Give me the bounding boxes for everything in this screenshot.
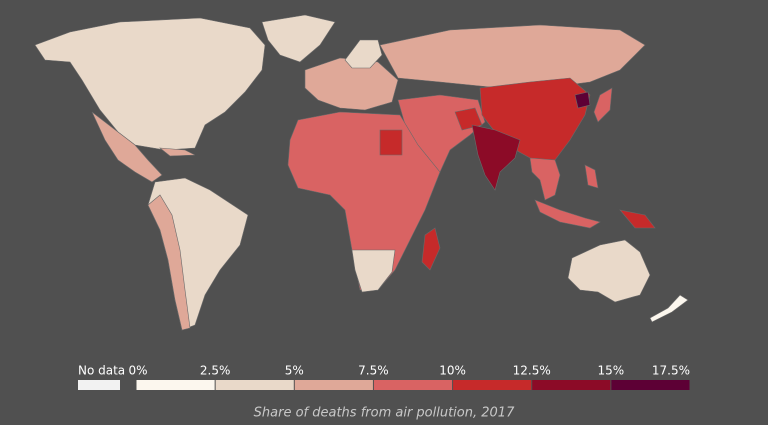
legend-swatch — [610, 380, 690, 390]
caption: Share of deaths from air pollution, 2017 — [254, 406, 515, 421]
greenland — [261, 14, 336, 63]
legend-tick-label: 15% — [598, 364, 625, 378]
legend-swatch — [373, 380, 453, 390]
central-america — [91, 111, 163, 183]
legend-swatch — [531, 380, 611, 390]
world-map — [34, 14, 689, 331]
caribbean — [159, 147, 196, 157]
legend-swatch — [452, 380, 532, 390]
north-korea — [574, 91, 591, 109]
madagascar — [421, 227, 441, 271]
indonesia — [534, 199, 601, 229]
russia — [379, 24, 646, 89]
southern-africa — [351, 249, 396, 293]
legend-tick-label: 10% — [439, 364, 466, 378]
scandinavia — [344, 39, 383, 69]
australia — [567, 239, 651, 303]
legend-swatch — [136, 380, 216, 390]
egypt — [379, 129, 403, 156]
legend-tick-label: 12.5% — [513, 364, 551, 378]
no-data-label: No data — [78, 364, 125, 378]
legend-swatch — [294, 380, 374, 390]
north-america — [34, 17, 266, 151]
andes — [147, 194, 191, 331]
new-zealand — [649, 294, 689, 323]
philippines — [584, 164, 599, 189]
legend-swatch — [215, 380, 295, 390]
legend-tick-label: 2.5% — [200, 364, 231, 378]
legend-tick-label: 5% — [285, 364, 304, 378]
legend-tick-label: 0% — [128, 364, 147, 378]
india — [471, 124, 521, 191]
legend-tick-label: 7.5% — [358, 364, 389, 378]
afghanistan — [454, 107, 483, 131]
no-data-swatch — [78, 380, 120, 390]
southeast-asia — [529, 157, 561, 201]
papua — [619, 209, 656, 229]
legend-tick-label: 17.5% — [652, 364, 690, 378]
legend: No data 0% 2.5% 5% 7.5% 10% 12.5% 15% 17.5% — [78, 364, 691, 392]
japan — [593, 87, 613, 123]
